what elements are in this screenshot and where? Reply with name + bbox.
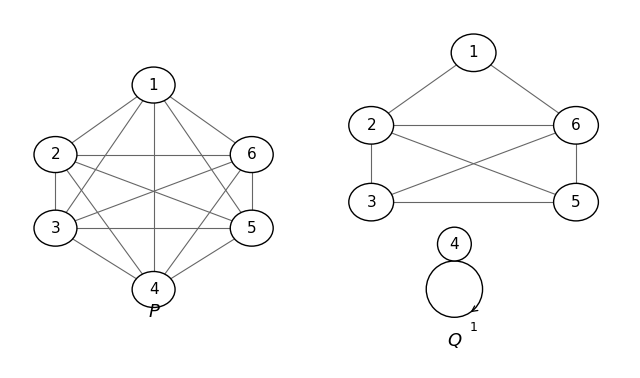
Text: 4: 4	[449, 237, 460, 252]
Text: 2: 2	[366, 118, 376, 133]
Text: 1: 1	[148, 77, 159, 93]
Text: 6: 6	[571, 118, 581, 133]
Text: 3: 3	[51, 221, 60, 235]
Ellipse shape	[349, 107, 394, 144]
Text: 5: 5	[571, 195, 581, 210]
Ellipse shape	[34, 136, 77, 172]
Text: 4: 4	[148, 282, 159, 297]
Ellipse shape	[132, 271, 175, 307]
Ellipse shape	[349, 183, 394, 221]
Ellipse shape	[230, 136, 273, 172]
Text: 3: 3	[366, 195, 376, 210]
Text: 1: 1	[469, 321, 477, 334]
Text: Q: Q	[447, 332, 461, 350]
Ellipse shape	[451, 34, 496, 71]
Circle shape	[438, 227, 471, 261]
Text: 1: 1	[468, 45, 479, 60]
Ellipse shape	[34, 210, 77, 246]
Text: P: P	[148, 303, 159, 321]
Ellipse shape	[132, 67, 175, 103]
Ellipse shape	[554, 107, 598, 144]
Text: 5: 5	[247, 221, 257, 235]
Ellipse shape	[230, 210, 273, 246]
Text: 6: 6	[247, 147, 257, 162]
Text: 2: 2	[51, 147, 60, 162]
Ellipse shape	[554, 183, 598, 221]
